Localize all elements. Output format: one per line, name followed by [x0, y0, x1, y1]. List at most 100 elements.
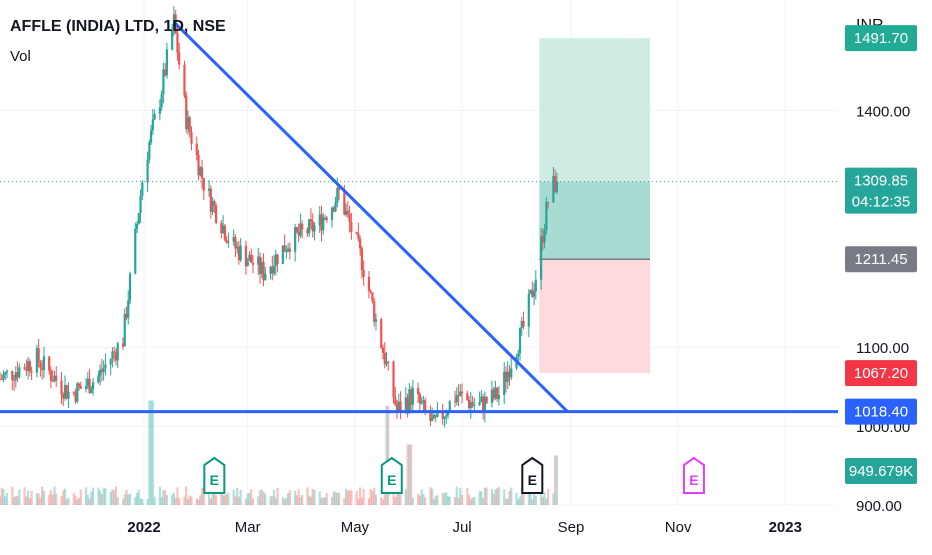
- candle-body: [239, 245, 242, 261]
- candle-body: [411, 388, 414, 405]
- candle-body: [323, 217, 327, 219]
- volume-bar: [160, 497, 163, 505]
- candle-body: [532, 291, 536, 297]
- volume-bar: [97, 487, 100, 505]
- volume-bar: [336, 492, 339, 505]
- volume-bar: [371, 491, 374, 505]
- candle-body: [381, 347, 385, 353]
- open-profit-zone[interactable]: [539, 181, 651, 260]
- volume-bar: [79, 489, 82, 505]
- earnings-marker-icon[interactable]: [203, 456, 226, 494]
- earnings-marker-icon[interactable]: [521, 456, 544, 494]
- candle-body: [162, 69, 165, 95]
- volume-bar: [16, 496, 19, 505]
- candle-body: [543, 230, 546, 243]
- volume-indicator-label[interactable]: Vol: [10, 48, 31, 65]
- earnings-marker-label[interactable]: E: [387, 472, 396, 488]
- volume-bar: [41, 486, 44, 505]
- volume-bar: [63, 488, 67, 505]
- candle-body: [399, 401, 402, 413]
- volume-bar: [30, 490, 33, 505]
- volume-bar: [455, 486, 458, 505]
- candle-body: [504, 371, 508, 382]
- volume-badge[interactable]: [845, 458, 917, 484]
- volume-bar: [404, 489, 407, 505]
- candle-body: [60, 380, 63, 395]
- loss-zone[interactable]: [539, 259, 651, 374]
- volume-bar: [84, 487, 88, 505]
- candle-body: [482, 396, 485, 412]
- earnings-marker-label[interactable]: E: [210, 472, 219, 488]
- candle-body: [97, 375, 100, 383]
- volume-bar: [287, 492, 290, 505]
- volume-bar: [188, 495, 191, 505]
- candle-body: [114, 352, 118, 361]
- candle-body: [467, 399, 471, 408]
- candle-body: [374, 319, 378, 322]
- candle-body: [409, 389, 413, 405]
- candle-body: [555, 181, 559, 192]
- volume-bar: [237, 496, 241, 505]
- candle-body: [250, 254, 253, 263]
- volume-bar: [62, 490, 65, 505]
- volume-bar: [285, 497, 288, 505]
- candle-body: [480, 396, 483, 402]
- candle-body: [116, 343, 119, 361]
- volume-bar: [172, 492, 176, 505]
- volume-bar: [432, 499, 436, 505]
- volume-bar: [383, 494, 386, 505]
- candle-body: [257, 256, 260, 265]
- stop-price-badge[interactable]: [845, 360, 917, 387]
- candle-body: [197, 155, 200, 176]
- candle-body: [260, 261, 263, 274]
- candle-body: [99, 369, 102, 376]
- candle-body: [520, 320, 523, 328]
- volume-bar: [12, 497, 16, 505]
- volume-bar: [42, 491, 46, 505]
- volume-bar: [380, 497, 383, 505]
- last-price-badge[interactable]: [845, 167, 917, 214]
- volume-bar: [113, 489, 116, 505]
- volume-bar: [186, 498, 190, 505]
- candle-body: [325, 217, 328, 221]
- candle-body: [262, 261, 265, 281]
- stop-price-badge-label: 1067.20: [854, 365, 908, 382]
- volume-bar: [318, 491, 321, 505]
- candle-body: [417, 388, 420, 394]
- target-price-badge[interactable]: [845, 25, 917, 52]
- candle-body: [429, 410, 432, 422]
- volume-bar: [128, 493, 132, 505]
- descending-trendline[interactable]: [172, 21, 569, 413]
- support-price-badge[interactable]: [845, 398, 917, 425]
- drawings[interactable]: [0, 21, 838, 414]
- candle-body: [12, 379, 16, 381]
- volume-bar: [0, 487, 3, 505]
- candle-body: [457, 395, 460, 397]
- candle-body: [539, 236, 543, 280]
- candle-body: [37, 348, 40, 363]
- candle-body: [16, 372, 19, 378]
- earnings-marker-icon[interactable]: [682, 456, 705, 494]
- candle-body: [248, 254, 251, 261]
- earnings-marker-label[interactable]: E: [528, 472, 537, 488]
- candle-body: [246, 260, 249, 267]
- long-position-tool[interactable]: [539, 38, 651, 374]
- earnings-marker-label[interactable]: E: [689, 472, 698, 488]
- entry-price-badge[interactable]: [845, 246, 917, 273]
- volume-bar: [381, 499, 385, 505]
- symbol-title[interactable]: AFFLE (INDIA) LTD, 1D, NSE: [10, 18, 226, 35]
- price-tick-label: 900.00: [856, 498, 902, 515]
- candle-body: [424, 400, 427, 411]
- candle-body: [359, 238, 362, 249]
- candle-body: [418, 393, 421, 404]
- candle-body: [148, 142, 151, 160]
- volume-bar: [506, 498, 509, 505]
- volume-bar: [343, 497, 346, 505]
- volume-bar: [448, 496, 451, 505]
- volume-bar: [220, 492, 223, 505]
- volume-bar: [369, 488, 372, 505]
- earnings-marker-icon[interactable]: [380, 456, 403, 494]
